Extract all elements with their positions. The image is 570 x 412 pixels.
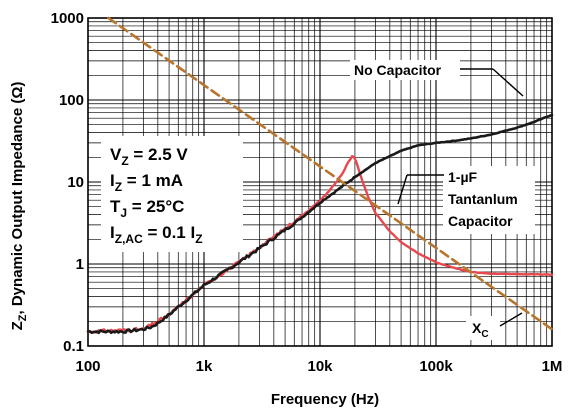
series-layer (86, 16, 554, 335)
x-tick-label: 1k (196, 358, 213, 375)
x-axis-title: Frequency (Hz) (271, 391, 379, 408)
condition-line: VZ = 2.5 V (110, 145, 188, 168)
y-tick-label: 1000 (51, 10, 84, 27)
x-tick-label: 1M (542, 358, 563, 375)
annotation-layer: No Capacitor 1-µF Tantanlum Capacitor XC VZ =… (101, 60, 535, 340)
xc-leader (499, 312, 523, 327)
y-tick-label: 0.1 (63, 338, 84, 355)
y-axis-title-sub: Z (17, 314, 29, 321)
y-tick-label: 1 (76, 256, 84, 273)
condition-line: TJ = 25°C (110, 197, 184, 220)
tantalum-leader (397, 174, 408, 205)
conditions-box (101, 136, 243, 252)
tantalum-label-line3: Capacitor (448, 213, 513, 229)
tantalum-label-line1: 1-µF (448, 169, 478, 185)
x-tick-label: 10k (307, 358, 333, 375)
tantalum-label-line2: Tantanlum (448, 191, 518, 207)
no-capacitor-label-bg (350, 60, 460, 80)
condition-line: IZ = 1 mA (110, 171, 183, 194)
series-no-capacitor (86, 113, 554, 335)
xc-label: XC (472, 320, 489, 340)
x-tick-label: 100 (75, 358, 100, 375)
condition-line: IZ,AC = 0.1 IZ (110, 223, 203, 246)
y-tick-label: 100 (59, 92, 84, 109)
x-tick-labels: 100 1k 10k 100k 1M (75, 358, 562, 375)
y-axis-title-rest: , Dynamic Output Impedance (Ω) (9, 82, 26, 315)
plot-frame (87, 17, 553, 347)
no-capacitor-leader (492, 68, 524, 97)
x-tick-label: 100k (419, 358, 453, 375)
y-tick-label: 10 (67, 174, 84, 191)
no-capacitor-label: No Capacitor (354, 62, 442, 78)
series-xc (107, 16, 554, 331)
y-tick-labels: 0.1 1 10 100 1000 (51, 10, 84, 355)
y-axis-title: ZZ, Dynamic Output Impedance (Ω) (9, 82, 29, 331)
xc-label-bg (466, 316, 500, 340)
tantalum-label-bg (443, 166, 535, 234)
y-axis-title-main: Z (9, 321, 26, 330)
